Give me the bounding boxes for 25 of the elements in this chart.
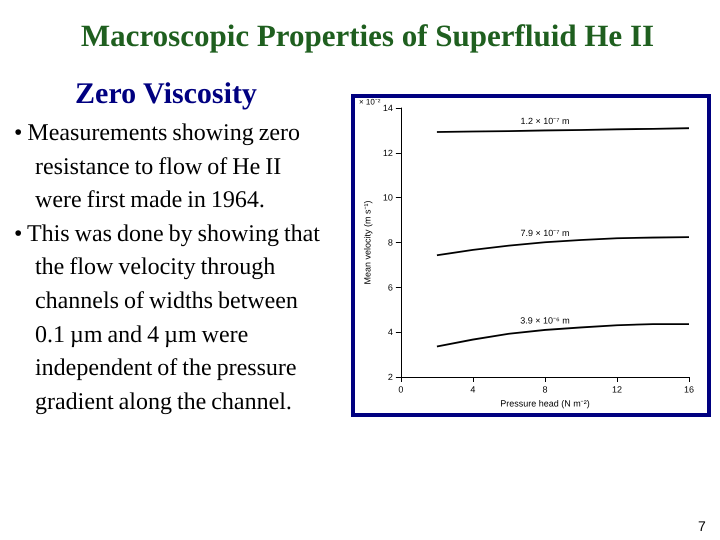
line-series xyxy=(436,323,690,348)
x-tick-label: 4 xyxy=(470,384,476,394)
series-label: 7.9 × 10⁻⁷ m xyxy=(520,228,570,238)
series-label: 3.9 × 10⁻⁶ m xyxy=(520,315,570,326)
y-axis-title: Mean velocity (m s⁻¹) xyxy=(362,200,372,285)
y-tick-label: 12 xyxy=(382,148,393,158)
line-series xyxy=(436,236,690,256)
x-tick-label: 8 xyxy=(542,384,548,394)
text: 7 xyxy=(698,518,706,534)
chart-subtitle: Zero Viscosity xyxy=(75,77,257,111)
x-axis-title: Pressure head (N m⁻²) xyxy=(500,398,590,408)
chart-title: Macroscopic Properties of Superfluid He II xyxy=(80,18,656,54)
y-tick-label: 10 xyxy=(382,192,393,203)
series-label: 1.2 × 10⁻⁷ m xyxy=(520,116,570,126)
x-tick-label: 12 xyxy=(612,384,622,394)
y-tick-label: 4 xyxy=(388,327,393,338)
y-tick-label: 8 xyxy=(388,238,393,248)
x-tick-label: 0 xyxy=(398,384,404,394)
y-tick-label: 6 xyxy=(388,282,393,292)
y-tick-label: 2 xyxy=(388,372,393,382)
x-tick-label: 16 xyxy=(684,384,694,394)
y-tick-label: 14 xyxy=(382,103,393,113)
text: × 10⁻² xyxy=(359,98,381,106)
text: • Measurements showing zero resistance to flow of He II were first made in 1964. xyxy=(14,119,301,216)
text: • This was done by showing that the flow velocity through channels of widths between 0.1 µm and 4 µm were independent of the pressure gradient along the channel. xyxy=(14,220,321,417)
